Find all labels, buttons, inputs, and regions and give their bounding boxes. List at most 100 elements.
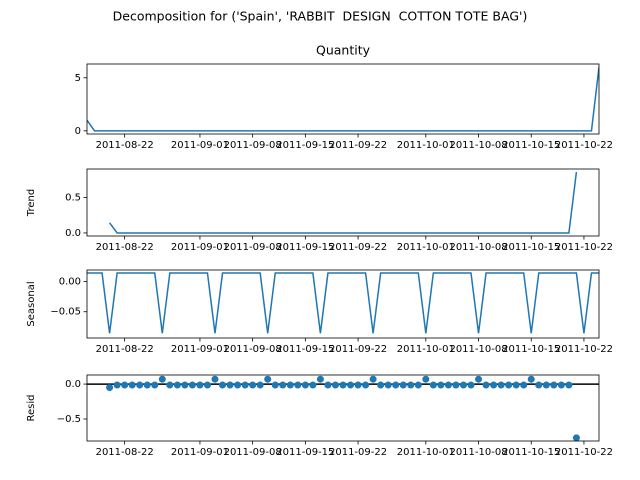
x-tick-label: 2011-10-22: [555, 447, 613, 458]
y-tick-label: −0.5: [57, 414, 81, 425]
x-tick-label: 2011-10-08: [449, 344, 507, 355]
x-tick-label: 2011-09-15: [276, 447, 334, 458]
point: [399, 381, 407, 389]
x-tick-label: 2011-09-08: [224, 344, 282, 355]
point: [452, 381, 460, 389]
x-tick-label: 2011-10-08: [449, 140, 507, 151]
point: [369, 375, 377, 383]
x-tick-label: 2011-09-08: [224, 140, 282, 151]
point: [234, 381, 242, 389]
y-tick-label: 5: [75, 73, 81, 84]
point: [203, 381, 211, 389]
x-tick-label: 2011-10-01: [397, 242, 455, 253]
point: [309, 381, 317, 389]
point: [520, 381, 528, 389]
point: [550, 381, 558, 389]
point: [301, 381, 309, 389]
point: [331, 381, 339, 389]
point: [188, 381, 196, 389]
y-tick-label: −0.05: [50, 307, 81, 318]
x-tick-label: 2011-10-08: [449, 242, 507, 253]
figure-title: Decomposition for ('Spain', 'RABBIT DESI…: [113, 9, 528, 24]
point: [219, 381, 227, 389]
point: [475, 375, 483, 383]
axes-frame: [86, 63, 600, 135]
x-tick-label: 2011-09-08: [224, 242, 282, 253]
point: [128, 381, 136, 389]
x-tick-label: 2011-09-15: [276, 242, 334, 253]
x-tick-label: 2011-09-01: [171, 447, 229, 458]
point: [444, 381, 452, 389]
point: [158, 375, 166, 383]
y-tick-label: 0: [75, 126, 81, 137]
x-tick-label: 2011-10-22: [555, 344, 613, 355]
point: [316, 375, 324, 383]
x-tick-label: 2011-09-15: [276, 344, 334, 355]
point: [173, 381, 181, 389]
y-tick-label: 0.0: [65, 379, 81, 390]
point: [459, 381, 467, 389]
x-tick-label: 2011-10-01: [397, 140, 455, 151]
x-tick-label: 2011-09-22: [329, 344, 387, 355]
point: [505, 381, 513, 389]
y-axis-label: Seasonal: [26, 281, 37, 326]
x-tick-label: 2011-10-15: [502, 447, 560, 458]
point: [136, 381, 144, 389]
line-series: [87, 67, 599, 132]
point: [512, 381, 520, 389]
x-tick-label: 2011-08-22: [96, 140, 154, 151]
point: [249, 381, 257, 389]
point: [166, 381, 174, 389]
x-tick-label: 2011-10-01: [397, 447, 455, 458]
point: [527, 375, 535, 383]
x-tick-label: 2011-09-01: [171, 344, 229, 355]
axes-frame: [86, 269, 600, 339]
x-tick-label: 2011-08-22: [96, 344, 154, 355]
point: [211, 375, 219, 383]
point: [482, 381, 490, 389]
y-tick-label: 0.0: [65, 228, 81, 239]
x-tick-label: 2011-09-08: [224, 447, 282, 458]
point: [347, 381, 355, 389]
point: [324, 381, 332, 389]
x-tick-label: 2011-10-22: [555, 242, 613, 253]
x-tick-label: 2011-10-22: [555, 140, 613, 151]
point: [414, 381, 422, 389]
point: [121, 381, 129, 389]
axes-frame: [86, 168, 600, 237]
x-tick-label: 2011-10-15: [502, 140, 560, 151]
point: [286, 381, 294, 389]
point: [565, 381, 573, 389]
point: [294, 381, 302, 389]
point: [362, 381, 370, 389]
point: [392, 381, 400, 389]
point: [279, 381, 287, 389]
point: [339, 381, 347, 389]
x-tick-label: 2011-09-01: [171, 242, 229, 253]
x-tick-label: 2011-09-22: [329, 242, 387, 253]
point: [384, 381, 392, 389]
x-tick-label: 2011-08-22: [96, 242, 154, 253]
point: [407, 381, 415, 389]
x-tick-label: 2011-09-15: [276, 140, 334, 151]
point: [497, 381, 505, 389]
point: [572, 434, 580, 442]
point: [271, 381, 279, 389]
axes-frame: [86, 374, 600, 442]
x-tick-label: 2011-10-15: [502, 344, 560, 355]
subplot-title: Quantity: [316, 43, 371, 58]
point: [113, 381, 121, 389]
point: [542, 381, 550, 389]
point: [490, 381, 498, 389]
line-series: [108, 171, 578, 234]
point: [181, 381, 189, 389]
x-tick-label: 2011-08-22: [96, 447, 154, 458]
y-axis-label: Trend: [26, 189, 37, 217]
point: [264, 375, 272, 383]
point: [196, 381, 204, 389]
point: [437, 381, 445, 389]
point: [354, 381, 362, 389]
x-tick-label: 2011-09-22: [329, 447, 387, 458]
point: [377, 381, 385, 389]
x-tick-label: 2011-10-01: [397, 344, 455, 355]
